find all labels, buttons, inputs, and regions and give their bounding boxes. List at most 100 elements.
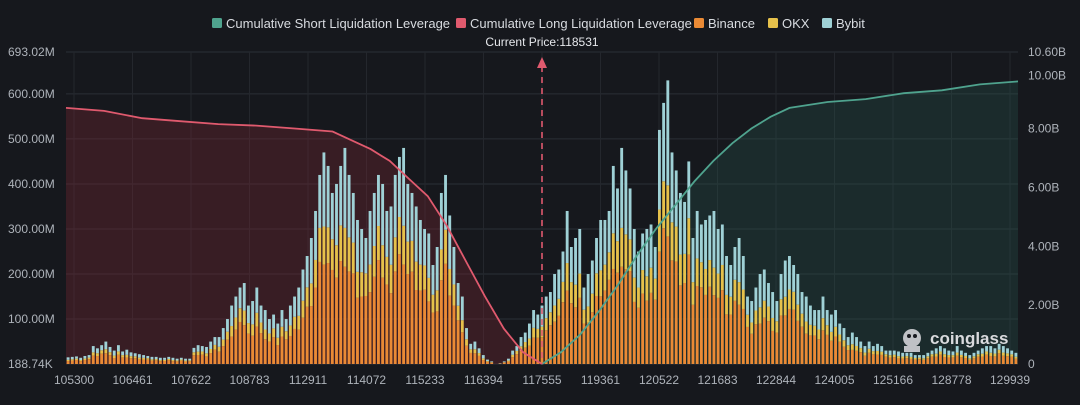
- bar-okx: [217, 346, 221, 352]
- bar-okx: [691, 282, 695, 305]
- bar-okx: [1010, 354, 1014, 357]
- bar-bybit: [813, 310, 817, 326]
- bar-binance: [79, 361, 83, 364]
- bar-bybit: [972, 352, 976, 357]
- bar-bybit: [653, 247, 657, 279]
- bar: [179, 357, 183, 364]
- bar-bybit: [783, 260, 787, 297]
- bar-binance: [163, 360, 166, 364]
- legend-item[interactable]: Bybit: [822, 16, 865, 31]
- bar-binance: [1010, 356, 1014, 364]
- bar: [100, 345, 104, 364]
- legend-item[interactable]: Cumulative Long Liquidation Leverage: [456, 16, 692, 31]
- bar-okx: [704, 268, 707, 295]
- bar-bybit: [343, 147, 347, 228]
- bar-okx: [389, 264, 393, 294]
- y-left-tick-label: 600.00M: [8, 87, 55, 101]
- bar-binance: [393, 271, 397, 364]
- bar: [452, 247, 456, 364]
- legend[interactable]: Cumulative Short Liquidation Leverage Cum…: [212, 16, 865, 31]
- bar-binance: [871, 354, 875, 364]
- bar-bybit: [242, 283, 246, 311]
- bar: [750, 301, 754, 364]
- bar-binance: [175, 361, 179, 364]
- bar-bybit: [146, 355, 150, 359]
- bar-bybit: [666, 80, 670, 186]
- bar-okx: [678, 254, 682, 286]
- bar: [553, 274, 557, 364]
- bar-bybit: [100, 345, 104, 351]
- bar-binance: [804, 333, 808, 364]
- bar-binance: [431, 312, 435, 364]
- bar-binance: [658, 251, 661, 364]
- bar-okx: [112, 355, 116, 359]
- bar-okx: [326, 227, 330, 264]
- bar-bybit: [758, 274, 762, 308]
- bar: [247, 305, 250, 364]
- bar-okx: [838, 334, 842, 342]
- bar-okx: [377, 226, 380, 261]
- bar-bybit: [624, 170, 628, 235]
- bar-binance: [938, 354, 942, 364]
- bar: [658, 129, 661, 364]
- bar-binance: [444, 263, 447, 364]
- bar-okx: [888, 355, 892, 358]
- bar-bybit: [704, 219, 707, 269]
- bar-okx: [121, 355, 125, 358]
- bar: [414, 206, 418, 364]
- legend-item[interactable]: OKX: [768, 16, 810, 31]
- bar-bybit: [788, 256, 791, 290]
- legend-item[interactable]: Cumulative Short Liquidation Leverage: [212, 16, 450, 31]
- bar-bybit: [293, 296, 296, 317]
- bar-bybit: [943, 348, 947, 355]
- bar-bybit: [213, 337, 217, 345]
- bar: [586, 274, 590, 364]
- bar-okx: [96, 353, 99, 357]
- bar-bybit: [574, 237, 577, 285]
- bar-bybit: [389, 206, 393, 265]
- bar-binance: [234, 329, 238, 364]
- bar: [205, 346, 208, 364]
- bar-binance: [200, 354, 204, 364]
- bar: [87, 355, 91, 364]
- bar-okx: [272, 328, 276, 338]
- x-tick-label: 125166: [873, 373, 913, 387]
- bar-okx: [989, 352, 993, 356]
- bar-okx: [87, 357, 91, 360]
- bar: [607, 210, 611, 364]
- bar: [544, 296, 548, 364]
- bar-bybit: [477, 348, 481, 354]
- bar-binance: [741, 308, 745, 364]
- bar-bybit: [762, 269, 766, 301]
- bar-binance: [66, 361, 70, 364]
- bar-okx: [901, 356, 905, 359]
- bar-okx: [993, 353, 997, 357]
- current-price-label: Current Price:118531: [485, 35, 599, 49]
- bar-bybit: [314, 210, 317, 260]
- bar-okx: [79, 360, 83, 362]
- legend-item[interactable]: Binance: [694, 16, 755, 31]
- bar-okx: [846, 345, 850, 351]
- bar-binance: [557, 315, 561, 364]
- bar-okx: [339, 225, 343, 262]
- y-right-tick-label: 4.00B: [1028, 239, 1059, 253]
- bar-okx: [699, 262, 703, 288]
- bar: [821, 296, 825, 364]
- bar: [632, 228, 636, 364]
- bar-bybit: [829, 314, 833, 332]
- bar: [691, 237, 695, 364]
- bar: [808, 305, 812, 364]
- bar-okx: [762, 300, 766, 318]
- bar-okx: [670, 222, 674, 261]
- bar-binance: [142, 359, 146, 364]
- long-cumulative-area: [66, 107, 542, 365]
- legend-swatch-icon: [822, 18, 832, 28]
- bar-okx: [674, 226, 678, 262]
- bar: [318, 174, 322, 364]
- bar: [343, 147, 347, 364]
- bar: [645, 228, 649, 364]
- bar-okx: [305, 287, 309, 307]
- bar: [712, 210, 716, 364]
- bar: [200, 346, 204, 364]
- current-price-marker: Current Price:118531: [485, 35, 599, 364]
